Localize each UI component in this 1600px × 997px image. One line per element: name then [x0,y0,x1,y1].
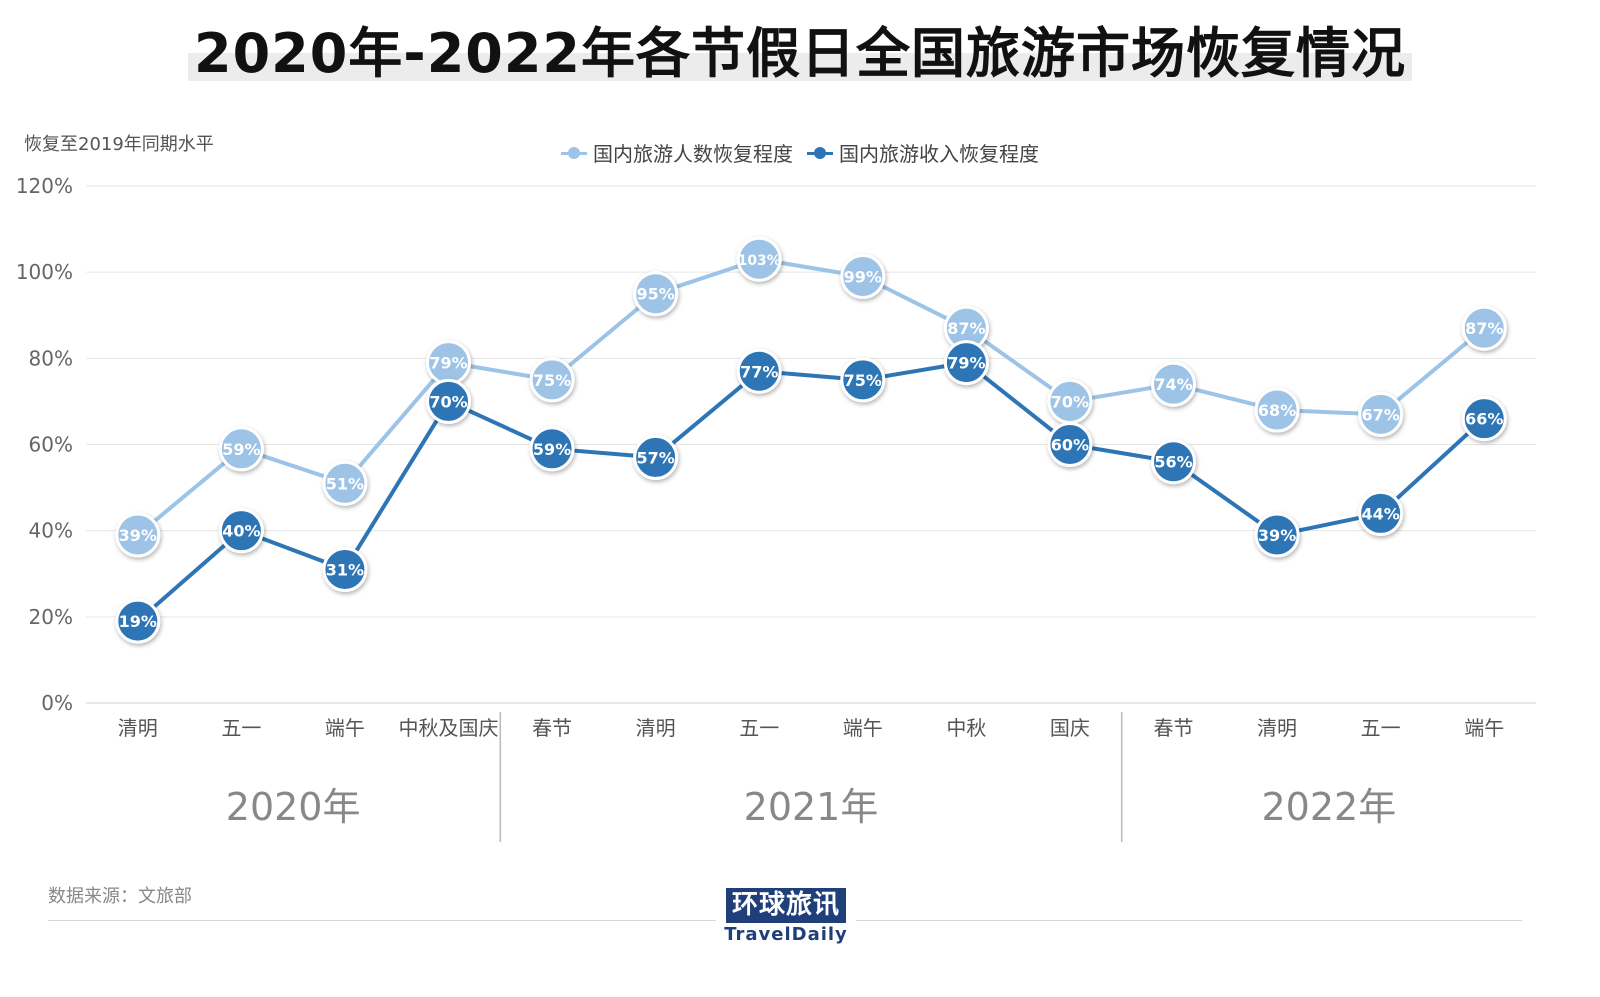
y-tick-label: 60% [29,433,73,457]
y-tick-label: 20% [29,605,73,629]
data-label: 87% [947,319,985,338]
logo-chinese: 环球旅讯 [725,888,846,923]
data-label: 51% [326,474,364,493]
data-label: 66% [1465,410,1503,429]
legend: 国内旅游人数恢复程度 国内旅游收入恢复程度 [0,138,1600,167]
data-label: 59% [533,440,571,459]
data-point [840,253,886,299]
x-tick-label: 春节 [532,716,572,740]
data-label: 95% [636,285,674,304]
data-label: 39% [1258,526,1296,545]
x-tick-label: 国庆 [1050,716,1090,740]
data-source: 数据来源：文旅部 [48,886,192,907]
legend-item-visitors: 国内旅游人数恢复程度 [561,138,793,167]
data-point [736,348,782,394]
data-label: 79% [947,354,985,373]
x-tick-label: 五一 [1361,716,1401,740]
x-tick-label: 端午 [325,716,365,740]
chart-title: 2020年-2022年各节假日全国旅游市场恢复情况 [188,22,1412,87]
data-label: 19% [119,612,157,631]
traveldaily-logo: 环球旅讯 TravelDaily [716,888,856,945]
data-label: 77% [740,362,778,381]
y-axis-label: 恢复至2019年同期水平 [24,134,214,155]
data-point [1358,490,1404,536]
data-point [1461,396,1507,442]
data-point [943,340,989,386]
data-label: 68% [1258,401,1296,420]
data-label: 40% [222,522,260,541]
logo-english: TravelDaily [724,923,848,945]
data-point [322,546,368,592]
data-label: 67% [1361,405,1399,424]
data-point [1254,387,1300,433]
x-tick-label: 中秋 [946,716,986,740]
data-point [736,236,782,282]
data-point [115,512,161,558]
data-label: 70% [429,392,467,411]
line-chart: 0% 20% 40% 60% 80% 100% 120% 清明 五一 端午 中秋及国庆 春节 清明 五一 端… [16,174,1536,842]
data-point [633,271,679,317]
y-tick-label: 0% [41,691,73,715]
data-label: 103% [738,253,781,269]
year-group-label: 2022年 [1261,785,1396,829]
data-label: 70% [1051,392,1089,411]
x-tick-label: 清明 [636,716,676,740]
legend-swatch-visitors [561,146,587,160]
data-label: 59% [222,440,260,459]
data-point [1254,512,1300,558]
data-point [322,460,368,506]
data-point [426,378,471,424]
data-label: 39% [119,526,157,545]
y-tick-label: 80% [29,346,73,370]
x-tick-label: 清明 [1257,716,1297,740]
data-label: 31% [326,560,364,579]
data-point [1461,305,1507,351]
x-tick-label: 春节 [1154,716,1194,740]
data-point [1047,422,1093,467]
x-tick-label: 清明 [118,716,158,740]
data-point [529,426,575,472]
data-label: 75% [844,371,882,390]
data-label: 87% [1465,319,1503,338]
legend-label-visitors: 国内旅游人数恢复程度 [593,142,793,166]
data-point [1151,439,1196,485]
data-label: 75% [533,371,571,390]
data-point [529,357,575,403]
data-label: 57% [636,448,674,467]
chart-title-wrap: 2020年-2022年各节假日全国旅游市场恢复情况 [0,22,1600,87]
data-point [218,426,264,472]
data-point [1358,391,1404,437]
x-tick-label: 中秋及国庆 [399,716,499,740]
data-label: 79% [429,354,467,373]
y-tick-label: 100% [16,260,73,284]
data-point [840,357,886,403]
chart-title-text: 2020年-2022年各节假日全国旅游市场恢复情况 [194,22,1406,85]
data-label: 60% [1051,436,1089,455]
data-point [218,508,264,554]
y-tick-label: 120% [16,174,73,198]
data-label: 56% [1154,453,1192,472]
legend-label-revenue: 国内旅游收入恢复程度 [839,142,1039,166]
y-tick-label: 40% [29,519,73,543]
data-point [115,598,161,644]
x-tick-label: 五一 [221,716,261,740]
x-tick-label: 端午 [843,716,883,740]
legend-swatch-revenue [807,146,833,160]
data-point [633,434,679,480]
x-tick-label: 端午 [1464,716,1504,740]
year-group-label: 2021年 [744,785,879,829]
data-label: 99% [844,267,882,286]
data-label: 44% [1361,504,1399,523]
data-label: 74% [1154,375,1192,394]
legend-item-revenue: 国内旅游收入恢复程度 [807,138,1039,167]
year-group-label: 2020年 [226,785,361,829]
legend-swatch-dot [568,146,580,159]
x-tick-label: 五一 [739,716,779,740]
legend-swatch-dot [814,146,826,159]
data-point [1151,361,1196,407]
